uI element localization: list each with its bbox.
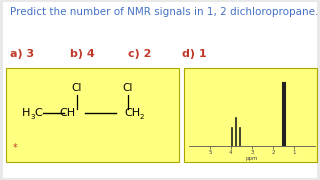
- Text: a) 3: a) 3: [10, 49, 34, 59]
- Text: Cl: Cl: [71, 83, 82, 93]
- FancyBboxPatch shape: [6, 68, 179, 162]
- Text: *: *: [13, 143, 18, 153]
- Text: 2: 2: [140, 114, 144, 120]
- Text: C: C: [34, 108, 42, 118]
- X-axis label: ppm: ppm: [246, 156, 258, 161]
- Text: CH: CH: [59, 108, 75, 118]
- Text: Cl: Cl: [123, 83, 133, 93]
- Text: H: H: [22, 108, 30, 118]
- Text: 3: 3: [30, 114, 35, 120]
- Text: d) 1: d) 1: [182, 49, 207, 59]
- FancyBboxPatch shape: [184, 68, 317, 162]
- Text: CH: CH: [124, 108, 141, 118]
- Text: c) 2: c) 2: [128, 49, 151, 59]
- FancyBboxPatch shape: [3, 2, 317, 178]
- Text: Predict the number of NMR signals in 1, 2 dichloropropane.: Predict the number of NMR signals in 1, …: [10, 7, 318, 17]
- Text: b) 4: b) 4: [70, 49, 95, 59]
